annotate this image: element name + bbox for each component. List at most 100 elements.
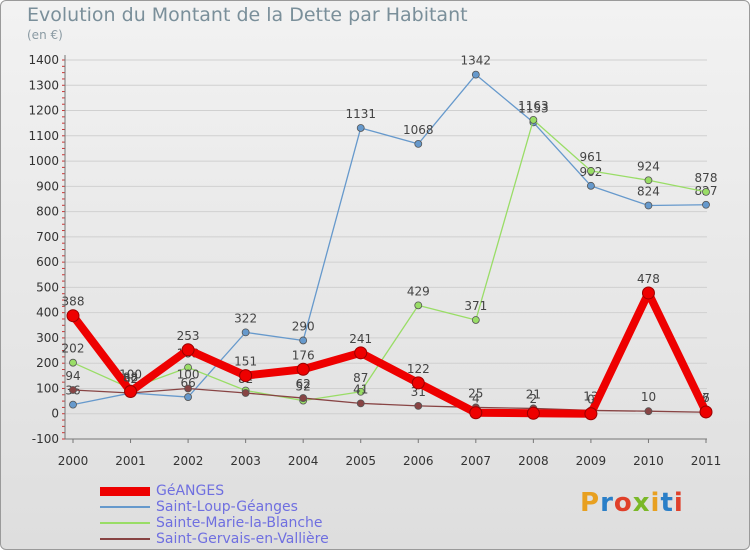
- data-point: [354, 346, 368, 360]
- y-tick-label: 1100: [28, 129, 59, 143]
- data-point: [184, 393, 192, 401]
- data-label: 1342: [461, 54, 492, 68]
- series-line: [72, 387, 707, 413]
- data-point: [587, 181, 595, 190]
- data-point: [699, 405, 713, 419]
- data-label: 87: [353, 371, 368, 385]
- data-label: 66: [180, 376, 195, 390]
- legend-item: Sainte-Marie-la-Blanche: [100, 515, 329, 531]
- legend-swatch: [100, 506, 150, 508]
- data-point: [296, 362, 310, 376]
- data-label: 961: [579, 150, 602, 164]
- data-label: 322: [234, 311, 257, 325]
- unit-label: (en €): [27, 28, 63, 42]
- data-point: [356, 387, 365, 396]
- proxiti-logo: Proxiti: [580, 488, 684, 518]
- y-tick-label: 100: [36, 381, 59, 395]
- data-point: [644, 201, 653, 210]
- data-point: [644, 407, 653, 416]
- data-label: 388: [62, 295, 85, 309]
- data-point: [356, 399, 365, 408]
- x-tick-label: 2011: [691, 454, 722, 468]
- legend-item: GéANGES: [100, 483, 329, 499]
- y-tick-label: 1200: [28, 104, 59, 118]
- data-label: 7: [702, 391, 710, 405]
- series-line: [72, 119, 707, 402]
- data-label: 100: [177, 367, 200, 381]
- data-label: 202: [62, 342, 85, 356]
- data-point: [587, 167, 595, 175]
- data-label: 176: [292, 348, 315, 362]
- y-tick-label: 900: [36, 179, 59, 193]
- data-point: [529, 115, 538, 124]
- data-label: 824: [637, 185, 660, 199]
- y-tick-label: 1000: [28, 154, 59, 168]
- data-label: 241: [349, 332, 372, 346]
- data-point: [181, 343, 195, 357]
- data-point: [471, 316, 480, 324]
- data-point: [414, 301, 423, 310]
- data-point: [299, 336, 308, 345]
- data-point: [69, 400, 77, 409]
- y-tick-label: 0: [51, 407, 59, 421]
- data-point: [584, 407, 598, 421]
- legend-swatch: [100, 486, 150, 496]
- y-tick-label: 1300: [28, 78, 59, 92]
- series-line: [72, 74, 707, 406]
- series-0: 388 88 253 151 176 241 122 4 2 0 478 7: [62, 272, 713, 421]
- legend-swatch: [100, 522, 150, 524]
- data-point: [184, 363, 192, 372]
- data-label: 1068: [403, 123, 434, 137]
- data-label: 41: [353, 382, 368, 396]
- x-tick-label: 2008: [518, 454, 549, 468]
- data-label: 88: [123, 370, 138, 384]
- data-point: [69, 358, 77, 367]
- y-tick-label: 700: [36, 230, 59, 244]
- chart-title: Evolution du Montant de la Dette par Hab…: [27, 4, 468, 26]
- data-point: [239, 369, 253, 383]
- data-label: 6: [702, 391, 710, 405]
- data-point: [66, 309, 80, 323]
- data-label: 25: [468, 386, 483, 400]
- legend-swatch: [100, 538, 150, 540]
- series-line: [69, 288, 710, 418]
- data-label: 1153: [518, 101, 549, 115]
- legend-label: Saint-Loup-Géanges: [156, 499, 298, 515]
- data-point: [241, 389, 250, 397]
- x-tick-label: 2010: [633, 454, 664, 468]
- y-tick-label: 1400: [28, 53, 59, 67]
- data-label: 878: [695, 171, 718, 185]
- legend-item: Saint-Gervais-en-Vallière: [100, 531, 329, 547]
- data-point: [414, 402, 423, 410]
- legend-label: GéANGES: [156, 483, 225, 499]
- data-point: [641, 286, 655, 300]
- x-tick-label: 2003: [230, 454, 261, 468]
- x-tick-label: 2009: [576, 454, 607, 468]
- legend-item: Saint-Loup-Géanges: [100, 499, 329, 515]
- legend-label: Sainte-Marie-la-Blanche: [156, 515, 323, 531]
- data-label: 253: [177, 329, 200, 343]
- x-tick-label: 2004: [288, 454, 319, 468]
- x-tick-label: 2001: [115, 454, 146, 468]
- data-label: 52: [296, 380, 311, 394]
- data-point: [644, 176, 653, 185]
- data-label: 2: [530, 392, 538, 406]
- data-label: 290: [292, 319, 315, 333]
- data-point: [184, 384, 192, 393]
- data-label: 1163: [518, 99, 549, 113]
- data-point: [469, 406, 483, 420]
- data-label: 62: [296, 377, 311, 391]
- data-point: [241, 328, 250, 337]
- y-tick-label: 400: [36, 306, 59, 320]
- data-label: 21: [526, 387, 541, 401]
- data-point: [411, 376, 425, 390]
- data-label: 151: [234, 355, 257, 369]
- data-point: [299, 394, 308, 402]
- x-tick-label: 2007: [461, 454, 492, 468]
- y-tick-label: 300: [36, 331, 59, 345]
- data-point: [69, 386, 77, 394]
- x-tick-label: 2002: [173, 454, 204, 468]
- y-tick-label: 500: [36, 280, 59, 294]
